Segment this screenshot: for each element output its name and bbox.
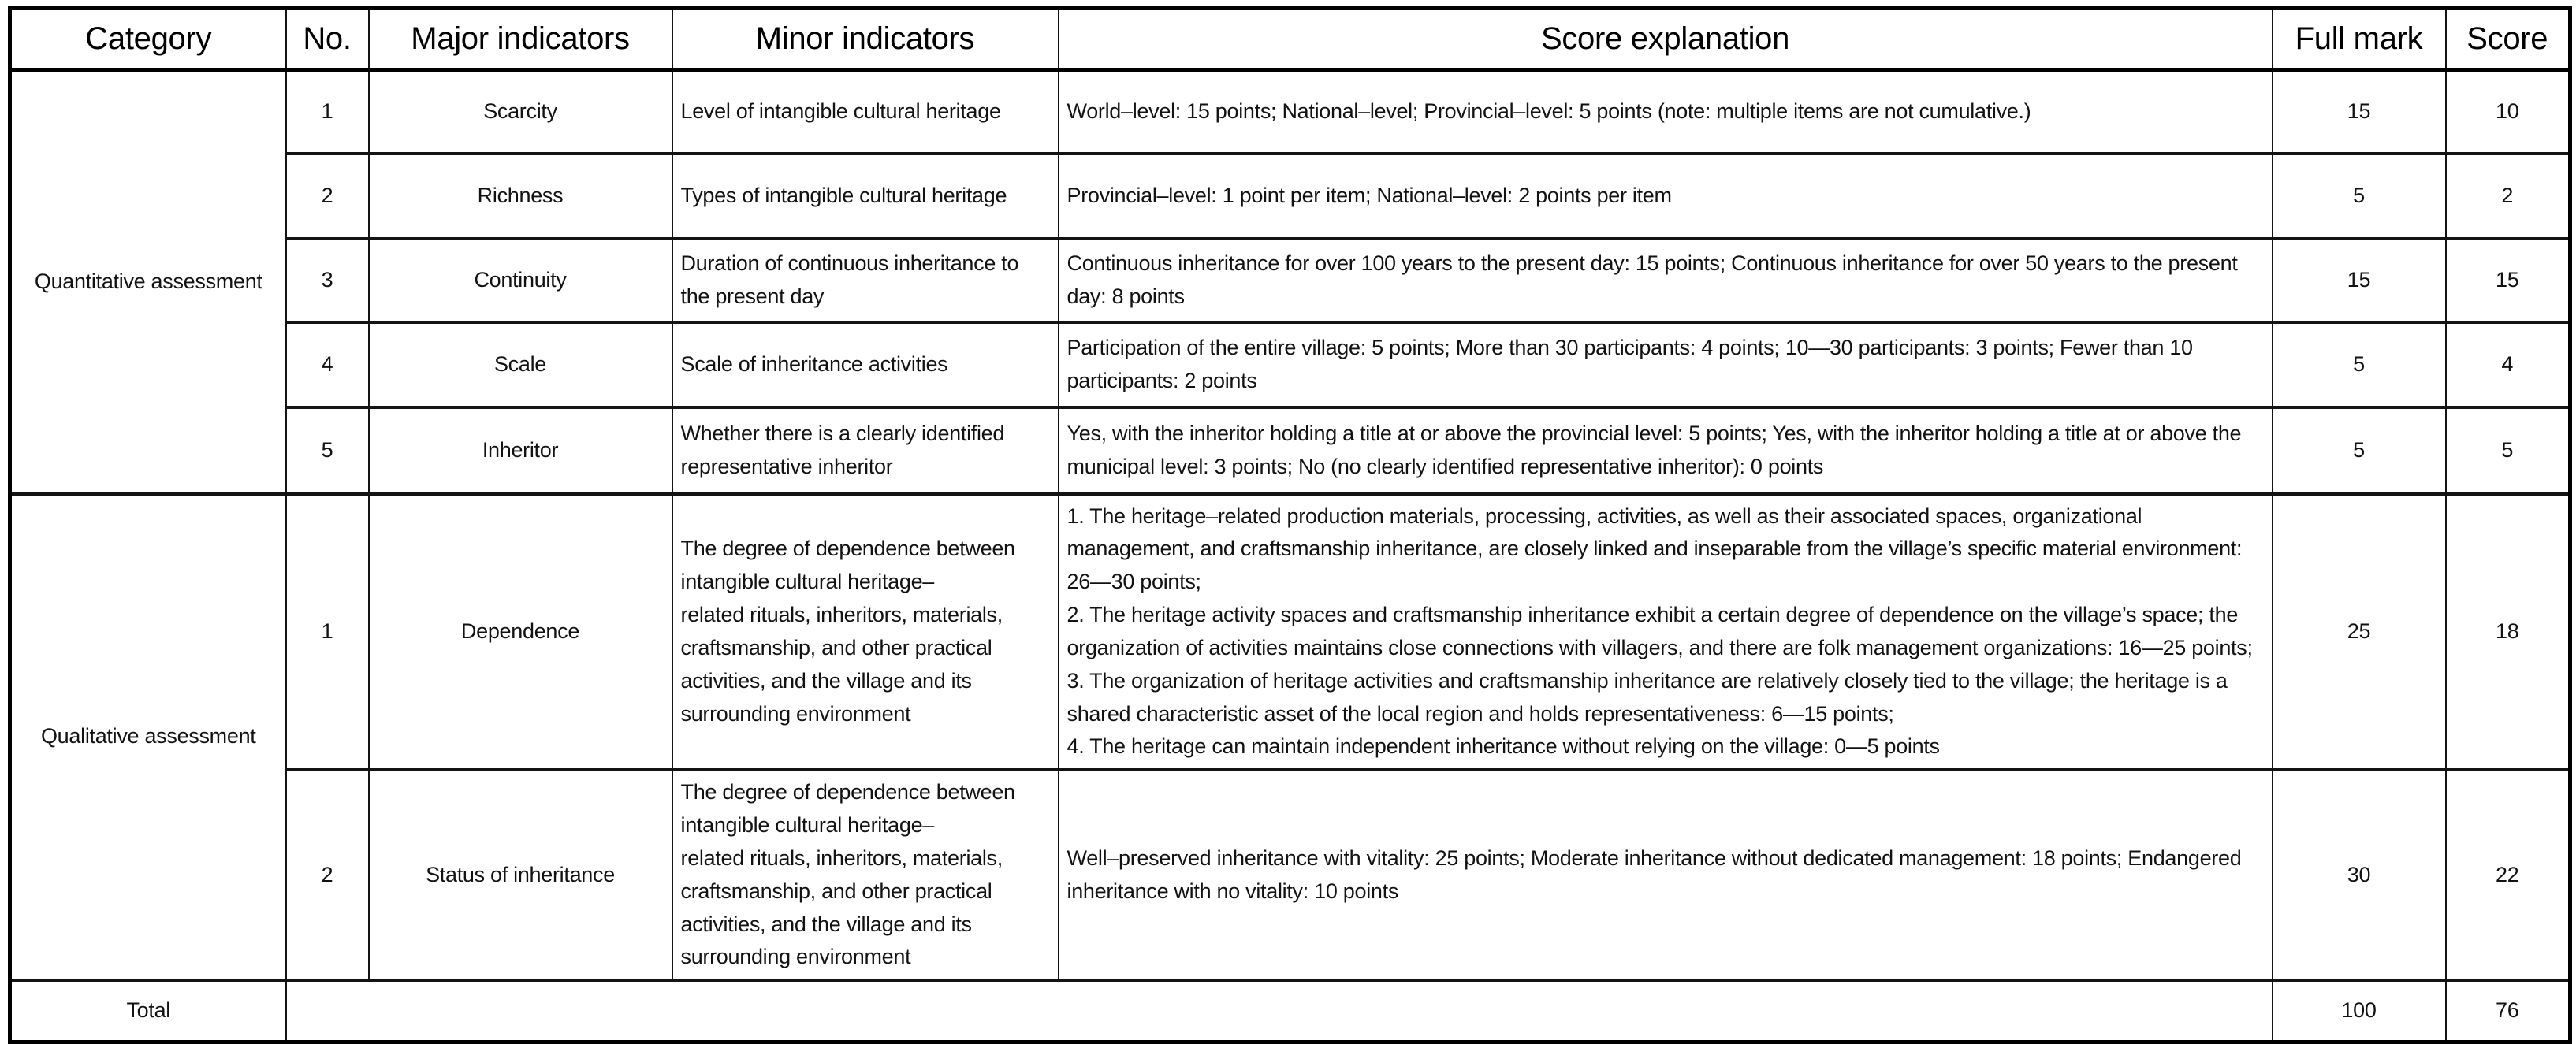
table-row-quantitative-3: 3 Continuity Duration of continuous inhe… [10,236,2571,324]
cell-score-explanation: Continuous inheritance for over 100 year… [1057,236,2273,324]
cell-full-mark: 15 [2271,236,2447,324]
cell-category-qualitative: Qualitative assessment [9,492,287,983]
cell-score-explanation: Provincial–level: 1 point per item; Nati… [1057,151,2273,240]
cell-full-mark: 15 [2271,68,2447,155]
cell-no: 2 [285,151,370,240]
cell-total-full-mark: 100 [2271,979,2447,1044]
header-category: Category [9,6,287,72]
cell-score: 10 [2444,68,2571,155]
cell-score: 4 [2444,320,2571,409]
cell-minor-indicator: Level of intangible cultural heritage [671,68,1059,155]
cell-full-mark: 5 [2271,320,2447,409]
header-row: Category No. Major indicators Minor indi… [9,6,2571,72]
cell-major-indicator: Richness [367,151,673,240]
cell-minor-indicator: Whether there is a clearly identified re… [671,405,1059,496]
cell-no: 1 [285,68,370,155]
cell-major-indicator: Scale [367,320,673,409]
cell-score: 5 [2444,405,2571,496]
header-no: No. [285,6,370,72]
cell-no: 1 [285,492,370,772]
cell-score-explanation: Yes, with the inheritor holding a title … [1057,405,2273,496]
cell-score-explanation: Well–preserved inheritance with vitality… [1057,768,2273,983]
header-score-explanation: Score explanation [1057,6,2273,72]
table-row-quantitative-1: Quantitative assessment 1 Scarcity Level… [9,68,2571,496]
header-full-mark: Full mark [2271,6,2447,72]
cell-minor-indicator: Duration of continuous inheritance to th… [671,236,1059,324]
table-row-qualitative-1: Qualitative assessment 1 Dependence The … [9,492,2571,983]
cell-minor-indicator: The degree of dependence between intangi… [671,492,1059,772]
cell-major-indicator: Dependence [367,492,673,772]
table-row-total: Total 100 76 [9,979,2571,1044]
cell-score: 2 [2444,151,2571,240]
cell-major-indicator: Inheritor [367,405,673,496]
header-score: Score [2444,6,2571,72]
cell-score-explanation: Participation of the entire village: 5 p… [1057,320,2273,409]
cell-minor-indicator: The degree of dependence between intangi… [671,768,1059,983]
cell-score: 22 [2444,768,2571,983]
cell-score: 18 [2444,492,2571,772]
cell-score-explanation: 1. The heritage–related production mater… [1057,492,2273,772]
cell-full-mark: 5 [2271,405,2447,496]
cell-minor-indicator: Scale of inheritance activities [671,320,1059,409]
header-major-indicators: Major indicators [367,6,673,72]
cell-major-indicator: Status of inheritance [367,768,673,983]
cell-major-indicator: Scarcity [367,68,673,155]
cell-score: 15 [2444,236,2571,324]
cell-no: 4 [285,320,370,409]
cell-full-mark: 25 [2271,492,2447,772]
cell-total-score: 76 [2444,979,2571,1044]
table-row-quantitative-5: 5 Inheritor Whether there is a clearly i… [10,405,2571,496]
evaluation-table: Category No. Major indicators Minor indi… [8,6,2572,1044]
table-row-quantitative-2: 2 Richness Types of intangible cultural … [10,151,2571,240]
table-row-quantitative-4: 4 Scale Scale of inheritance activities … [10,320,2571,409]
cell-major-indicator: Continuity [367,236,673,324]
table-row-qualitative-2: 2 Status of inheritance The degree of de… [10,768,2571,983]
cell-score-explanation: World–level: 15 points; National–level; … [1057,68,2273,155]
cell-full-mark: 5 [2271,151,2447,240]
cell-category-quantitative: Quantitative assessment [9,68,287,496]
cell-full-mark: 30 [2271,768,2447,983]
cell-total-spacer [285,979,2273,1044]
cell-total-label: Total [9,979,287,1044]
header-minor-indicators: Minor indicators [671,6,1059,72]
cell-no: 2 [285,768,370,983]
cell-no: 3 [285,236,370,324]
cell-no: 5 [285,405,370,496]
cell-minor-indicator: Types of intangible cultural heritage [671,151,1059,240]
